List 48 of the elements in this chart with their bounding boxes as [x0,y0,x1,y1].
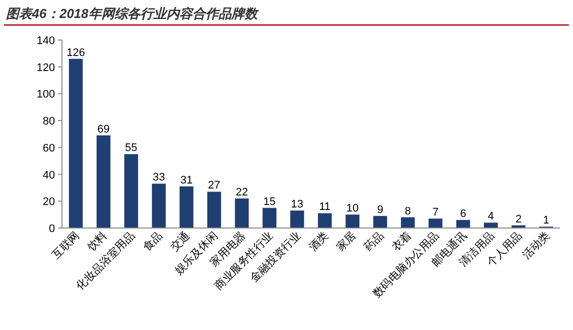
y-tick-label: 140 [36,35,55,47]
x-tick-label: 药品 [362,228,386,254]
data-label: 22 [236,186,248,198]
y-tick-label: 60 [42,142,55,154]
bar [318,213,332,228]
data-label: 10 [346,202,359,215]
bar [124,154,138,228]
data-label: 13 [291,198,304,211]
y-tick-label: 120 [36,62,55,74]
y-tick-label: 40 [42,169,55,182]
bar [428,218,442,228]
bar [262,208,276,228]
bar [207,192,222,228]
y-tick-label: 0 [48,223,55,235]
data-label: 8 [404,205,411,218]
chart-title: 图表46：2018年网综各行业内容合作品牌数 [6,6,260,21]
bar [484,222,498,228]
bar [346,214,360,228]
x-tick-label: 酒类 [306,228,331,254]
y-tick-label: 20 [42,196,55,208]
data-label: 4 [488,210,494,223]
bar [180,186,194,228]
data-label: 55 [125,142,138,154]
data-label: 6 [460,208,466,220]
bar [234,198,249,228]
data-label: 1 [543,214,550,227]
bar [400,217,415,228]
data-label: 7 [432,206,439,219]
data-label: 33 [152,172,165,184]
x-tick-label: 衣着 [389,228,414,254]
data-label: 11 [319,201,331,214]
data-label: 15 [263,196,276,208]
y-tick-label: 80 [42,116,55,128]
x-tick-label: 家居 [334,228,359,254]
bar [68,58,83,228]
bar [152,184,166,228]
data-label: 126 [66,46,86,59]
data-label: 9 [377,204,384,216]
y-tick-label: 100 [36,88,55,101]
data-label: 2 [515,213,522,226]
bar [373,216,388,228]
data-label: 69 [97,123,110,136]
data-label: 31 [180,174,193,186]
x-tick-label: 食品 [140,230,165,254]
bar [290,210,304,228]
bar [456,220,470,228]
bar [96,135,110,228]
data-label: 27 [208,180,220,192]
